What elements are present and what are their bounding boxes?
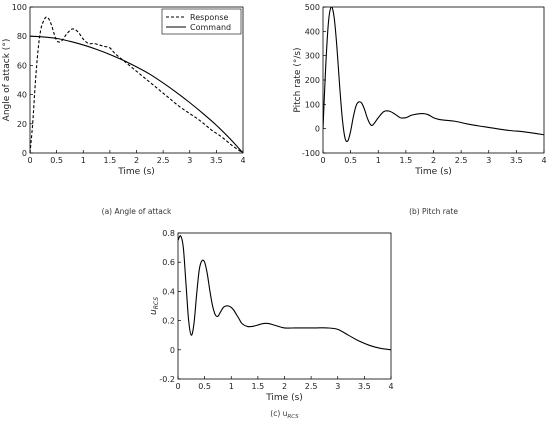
x-tick-label: 4: [240, 156, 245, 165]
x-tick-label: 2: [282, 382, 287, 391]
y-tick-label: 100: [305, 100, 320, 109]
x-tick-label: 0.5: [198, 382, 211, 391]
y-tick-label: 200: [305, 76, 320, 85]
x-tick-label: 2: [134, 156, 139, 165]
x-tick-label: 2.5: [455, 156, 468, 165]
x-tick-label: 0.5: [50, 156, 63, 165]
series-line-response: [30, 16, 243, 153]
legend-entry: Response: [190, 13, 229, 22]
series-line-command: [30, 35, 243, 153]
y-tick-label: 0.4: [162, 287, 175, 296]
y-tick-label: 0: [22, 149, 27, 158]
y-tick-label: -0.2: [159, 375, 175, 384]
x-tick-label: 0: [175, 382, 180, 391]
x-tick-label: 1.5: [400, 156, 413, 165]
x-tick-label: 4: [541, 156, 546, 165]
x-tick-label: 2.5: [157, 156, 170, 165]
x-axis-label: Time (s): [117, 167, 155, 177]
y-axis-label: Pitch rate (°/s): [293, 47, 303, 112]
y-tick-label: 300: [305, 52, 320, 61]
y-tick-label: 0: [170, 346, 175, 355]
y-tick-label: 0.8: [162, 229, 175, 238]
x-tick-label: 3: [187, 156, 192, 165]
x-tick-label: 1: [229, 382, 234, 391]
y-axis-label: uRCS: [149, 297, 160, 315]
chart-caption: (b) Pitch rate: [409, 207, 458, 216]
y-tick-label: 0: [315, 125, 320, 134]
x-tick-label: 0: [320, 156, 325, 165]
y-axis-label: Angle of attack (°): [2, 39, 12, 122]
y-tick-label: 100: [12, 3, 27, 12]
x-tick-label: 3: [486, 156, 491, 165]
series-line-0: [323, 7, 544, 143]
legend-entry: Command: [190, 23, 231, 32]
x-tick-label: 1.5: [252, 382, 265, 391]
y-tick-label: 80: [17, 32, 27, 41]
chart-caption: (c) uRCS: [270, 409, 299, 420]
y-tick-label: 0.6: [162, 258, 175, 267]
x-axis-label: Time (s): [414, 167, 452, 177]
x-tick-label: 1: [81, 156, 86, 165]
chart-pitch-rate: 0 0.5 1 1.5 2 2.5 3 3.5 4-1000100200300400500Tim…: [293, 3, 547, 216]
x-axis-label: Time (s): [265, 393, 303, 403]
y-tick-label: 40: [17, 91, 27, 100]
x-tick-label: 2: [431, 156, 436, 165]
x-tick-label: 3.5: [210, 156, 223, 165]
x-tick-label: 0.5: [344, 156, 357, 165]
chart-caption: (a) Angle of attack: [102, 207, 172, 216]
y-tick-label: 60: [17, 61, 27, 70]
x-tick-label: 0: [27, 156, 32, 165]
y-tick-label: -100: [302, 149, 320, 158]
y-tick-label: 20: [17, 120, 27, 129]
x-tick-label: 3: [335, 382, 340, 391]
x-tick-label: 1.5: [104, 156, 117, 165]
y-tick-label: 500: [305, 3, 320, 12]
x-tick-label: 2.5: [305, 382, 318, 391]
x-tick-label: 1: [376, 156, 381, 165]
x-tick-label: 3.5: [358, 382, 371, 391]
series-line-0: [178, 235, 391, 351]
x-tick-label: 4: [388, 382, 393, 391]
plot-frame: [177, 232, 392, 380]
y-tick-label: 0.2: [162, 317, 175, 326]
x-tick-label: 3.5: [510, 156, 523, 165]
y-tick-label: 400: [305, 27, 320, 36]
legend-box: [161, 8, 242, 35]
